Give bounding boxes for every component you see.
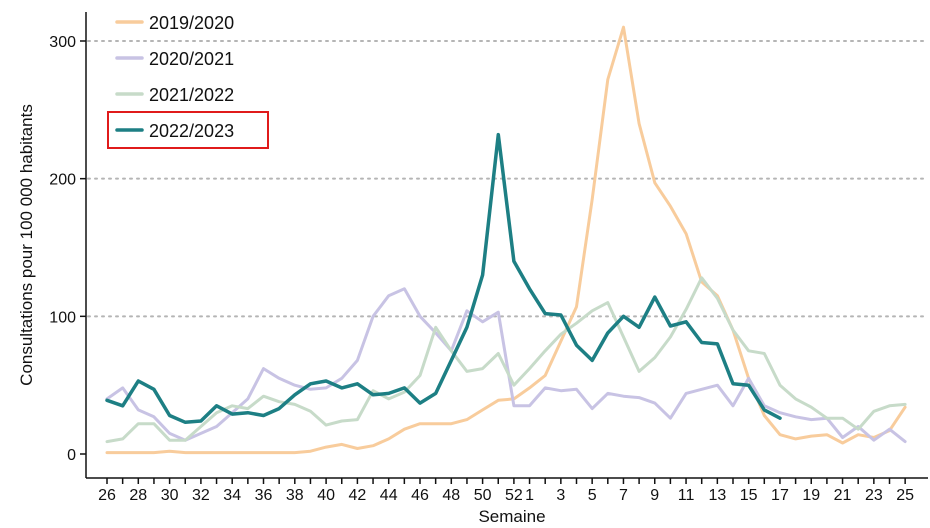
x-tick-label: 25	[896, 487, 914, 504]
gridlines	[87, 40, 929, 318]
x-tick-label: 1	[525, 487, 534, 504]
legend-label: 2019/2020	[149, 13, 234, 33]
y-tick-label: 200	[49, 172, 76, 189]
x-axis-title: Semaine	[478, 507, 545, 526]
y-tick-label: 0	[67, 447, 76, 464]
x-tick-label: 40	[317, 487, 335, 504]
x-tick-label: 5	[588, 487, 597, 504]
x-tick-label: 50	[474, 487, 492, 504]
legend: 2019/2020 2020/2021 2021/2022 2022/2023	[107, 13, 269, 149]
x-tick-label: 13	[708, 487, 726, 504]
x-tick-label: 32	[192, 487, 210, 504]
legend-highlight-box	[107, 111, 269, 149]
x-tick-label: 9	[650, 487, 659, 504]
x-tick-label: 44	[380, 487, 398, 504]
legend-label: 2020/2021	[149, 49, 234, 69]
x-tick-label: 36	[255, 487, 273, 504]
x-tick-label: 28	[129, 487, 147, 504]
y-axis-ticks: 0 100 200 300	[49, 34, 86, 464]
x-tick-label: 21	[834, 487, 852, 504]
x-tick-label: 3	[556, 487, 565, 504]
series-line-2021-2022	[105, 276, 907, 444]
x-tick-label: 26	[98, 487, 116, 504]
x-tick-label: 23	[865, 487, 883, 504]
legend-label: 2021/2022	[149, 85, 234, 105]
y-tick-label: 100	[49, 309, 76, 326]
legend-label: 2022/2023	[149, 121, 234, 141]
x-tick-label: 52	[505, 487, 523, 504]
x-tick-label: 7	[619, 487, 628, 504]
x-tick-label: 38	[286, 487, 304, 504]
series-lines	[105, 25, 907, 455]
series-line-2019-2020	[105, 25, 907, 455]
x-tick-label: 19	[802, 487, 820, 504]
series-line-2022-2023	[105, 132, 782, 425]
y-tick-label: 300	[49, 34, 76, 51]
x-tick-label: 46	[411, 487, 429, 504]
x-axis-ticks: 26 28 30 32 34 36 38 40 42 44 46 48 50 52 1 3 5 7 9 11 13 15 1…	[98, 478, 914, 504]
x-tick-label: 34	[223, 487, 241, 504]
x-tick-label: 30	[161, 487, 179, 504]
series-line-2020-2021	[105, 287, 907, 444]
y-axis-title: Consultations pour 100 000 habitants	[17, 104, 36, 386]
x-tick-label: 11	[678, 487, 695, 504]
x-tick-label: 48	[442, 487, 460, 504]
axes	[85, 12, 928, 479]
x-tick-label: 42	[349, 487, 367, 504]
x-tick-label: 17	[771, 487, 789, 504]
x-tick-label: 15	[740, 487, 758, 504]
